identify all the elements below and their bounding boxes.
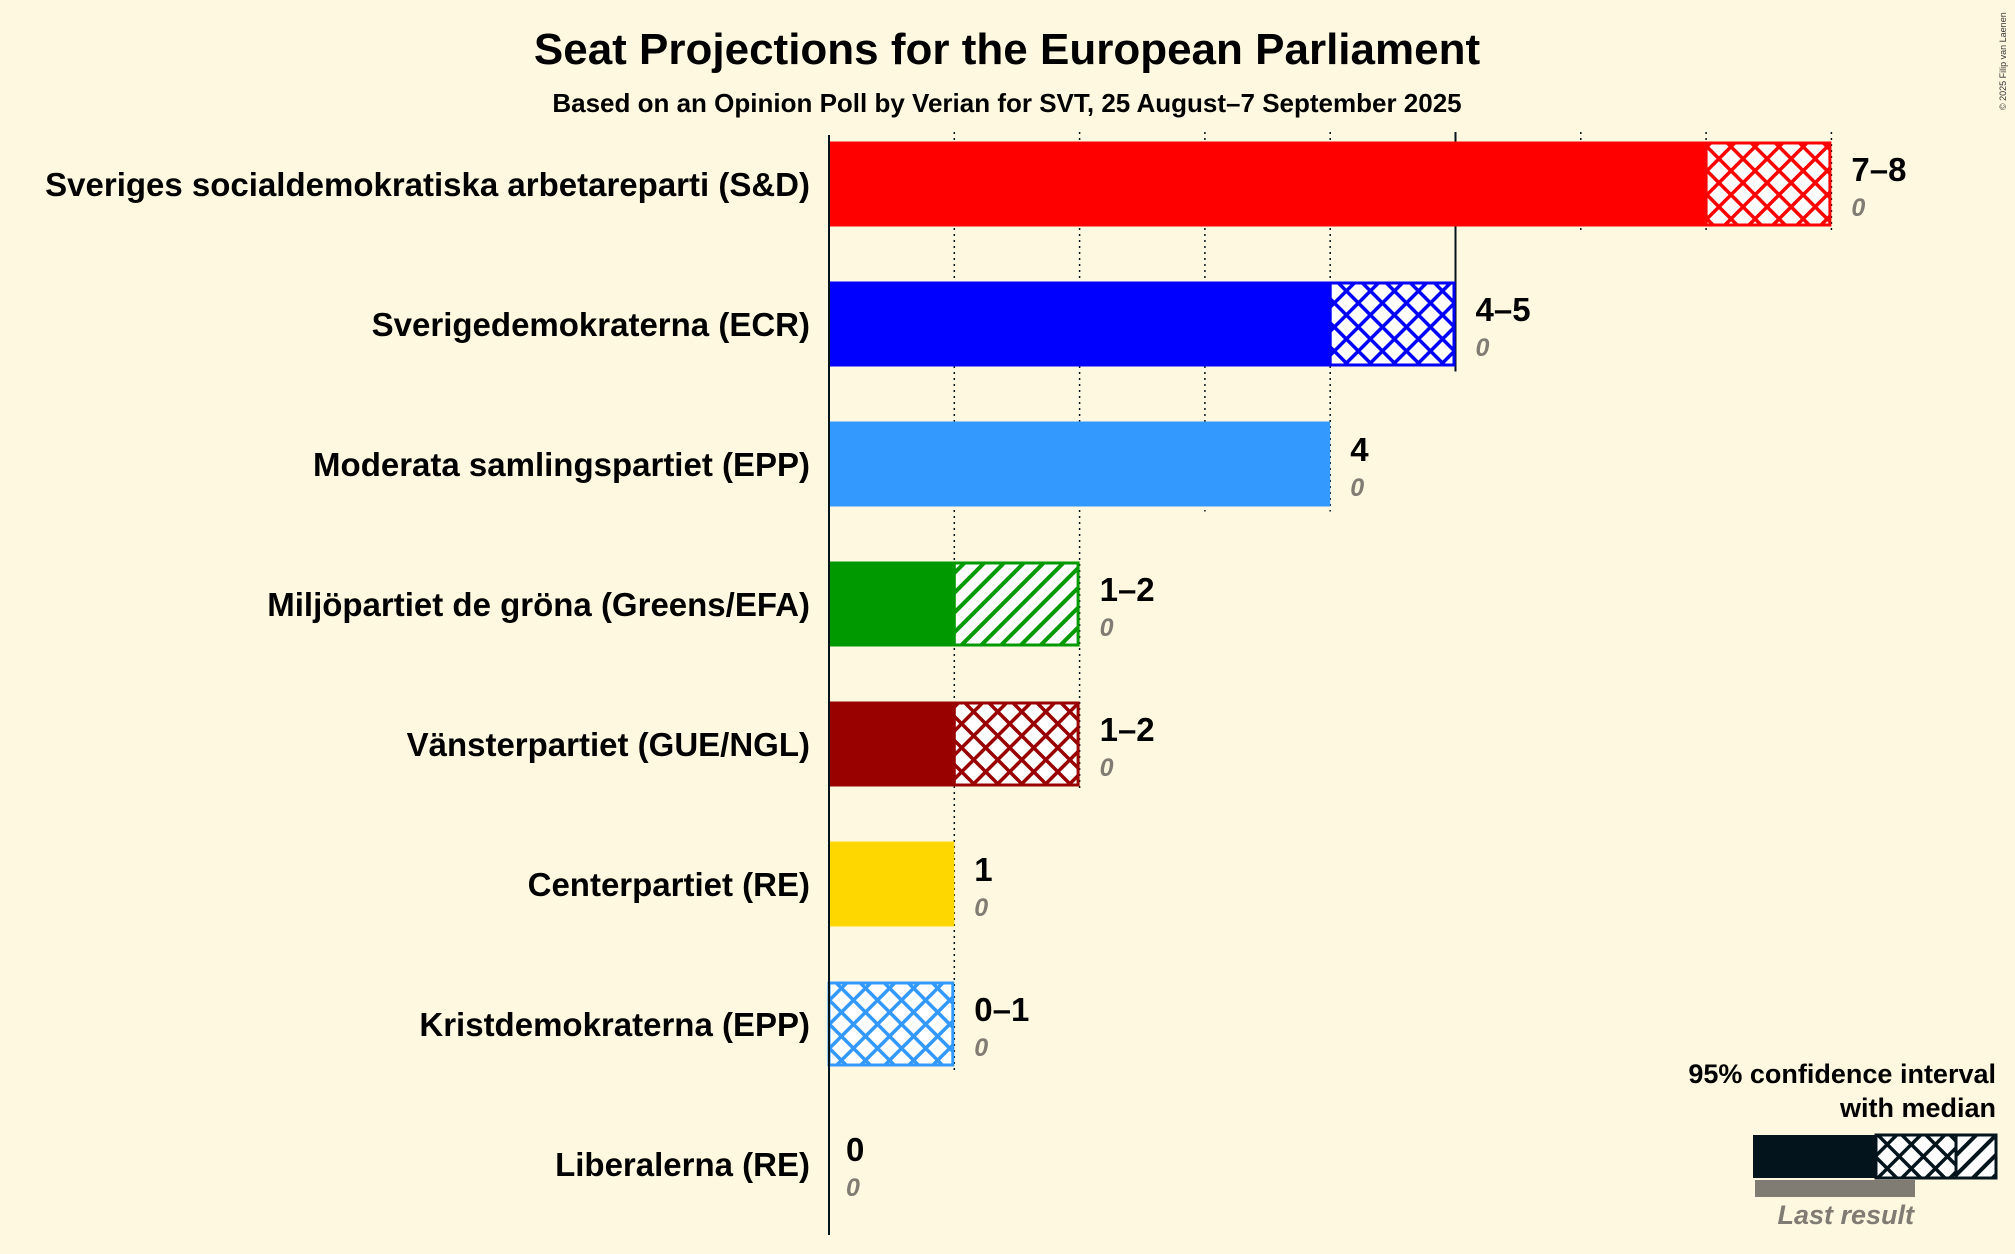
value-label: 0 (846, 1131, 864, 1168)
party-label: Sverigedemokraterna (ECR) (372, 306, 810, 343)
value-label: 1–2 (1100, 571, 1155, 608)
last-result-label: 0 (1100, 614, 1114, 642)
party-label: Liberalerna (RE) (555, 1146, 810, 1183)
bar-solid (829, 141, 1707, 227)
legend-last-result-label: Last result (1777, 1200, 1915, 1230)
party-label: Sveriges socialdemokratiska arbetarepart… (45, 166, 810, 203)
last-result-label: 0 (974, 894, 988, 922)
legend-line2: with median (1839, 1093, 1996, 1123)
party-row: Kristdemokraterna (EPP) 0–1 0 (419, 981, 1029, 1067)
party-label: Kristdemokraterna (EPP) (419, 1006, 810, 1043)
party-row: Moderata samlingspartiet (EPP) 4 0 (313, 421, 1369, 507)
bar-solid (829, 701, 955, 787)
party-label: Centerpartiet (RE) (528, 866, 810, 903)
legend-line1: 95% confidence interval (1688, 1059, 1996, 1089)
value-label: 7–8 (1851, 151, 1906, 188)
legend-last-result-bar (1755, 1180, 1915, 1197)
party-label: Vänsterpartiet (GUE/NGL) (407, 726, 810, 763)
party-row: Liberalerna (RE) 0 0 (555, 1131, 864, 1202)
legend-diagonal-bar (1954, 1133, 1998, 1180)
party-row: Sveriges socialdemokratiska arbetarepart… (45, 141, 1906, 227)
legend: 95% confidence interval with median Last… (1688, 1059, 1998, 1230)
party-label: Moderata samlingspartiet (EPP) (313, 446, 810, 483)
last-result-label: 0 (974, 1034, 988, 1062)
party-row: Sverigedemokraterna (ECR) 4–5 0 (372, 281, 1531, 367)
last-result-label: 0 (1350, 474, 1364, 502)
value-label: 0–1 (974, 991, 1029, 1028)
bar-confidence-interval (952, 701, 1080, 787)
legend-solid-bar (1753, 1135, 1876, 1178)
bar-confidence-interval (952, 561, 1080, 647)
last-result-label: 0 (846, 1174, 860, 1202)
value-label: 4 (1350, 431, 1369, 468)
value-label: 1–2 (1100, 711, 1155, 748)
party-row: Miljöpartiet de gröna (Greens/EFA) 1–2 0 (267, 561, 1155, 647)
value-label: 1 (974, 851, 992, 888)
value-label: 4–5 (1476, 291, 1531, 328)
party-label: Miljöpartiet de gröna (Greens/EFA) (267, 586, 810, 623)
last-result-label: 0 (1100, 754, 1114, 782)
bar-confidence-interval (1328, 281, 1456, 367)
chart-title: Seat Projections for the European Parlia… (534, 25, 1481, 74)
last-result-label: 0 (1476, 334, 1490, 362)
chart-subtitle: Based on an Opinion Poll by Verian for S… (552, 88, 1461, 118)
bar-solid (829, 841, 955, 927)
party-row: Centerpartiet (RE) 1 0 (528, 841, 993, 927)
bar-solid (829, 281, 1331, 367)
bar-confidence-interval (1704, 141, 1832, 227)
bar-confidence-interval (827, 981, 955, 1067)
legend-crosshatch-bar (1874, 1133, 1958, 1180)
party-row: Vänsterpartiet (GUE/NGL) 1–2 0 (407, 701, 1155, 787)
last-result-label: 0 (1851, 194, 1865, 222)
copyright: © 2025 Filip van Laenen (1998, 12, 2008, 110)
bar-solid (829, 421, 1331, 507)
bar-solid (829, 561, 955, 647)
